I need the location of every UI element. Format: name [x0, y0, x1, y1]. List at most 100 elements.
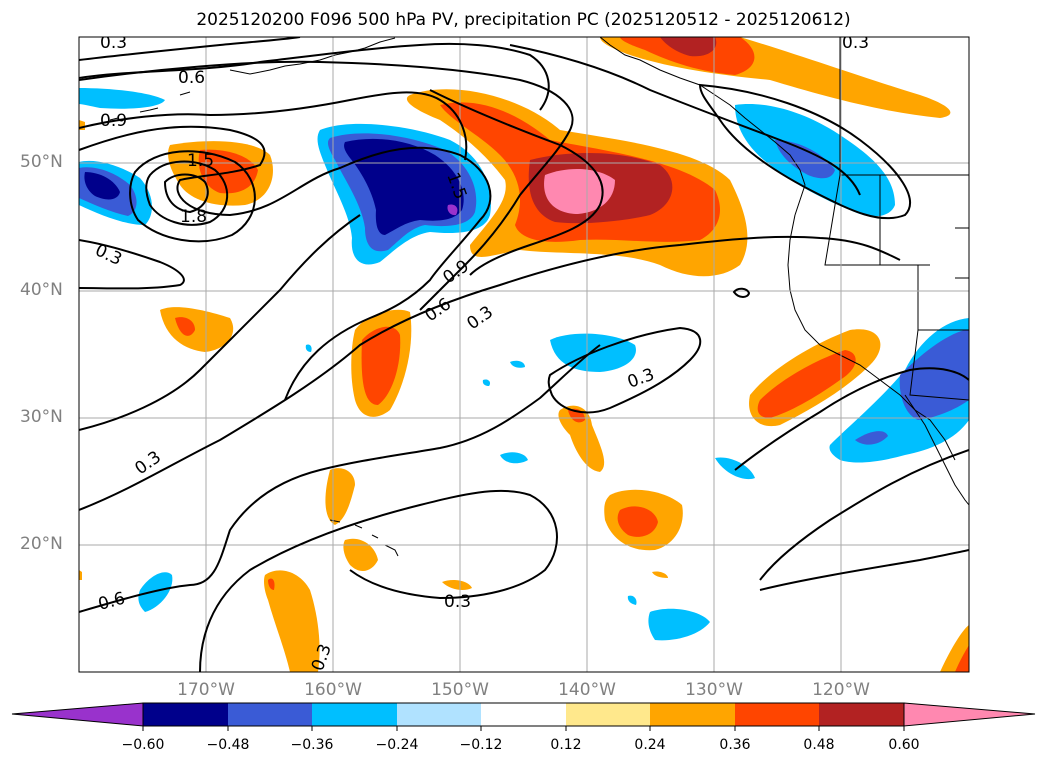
- pv-contour-bc-loop: [698, 83, 911, 220]
- lat-label-20n: 20°N: [20, 534, 63, 554]
- lon-label-170w: 170°W: [177, 680, 235, 700]
- graticule: [79, 37, 969, 672]
- shade-blue-tiny-4: [305, 344, 312, 352]
- colorbar-tick-label: −0.48: [206, 737, 250, 753]
- alaska-panhandle-coast: [599, 37, 806, 216]
- pv-contour-dateline-loop-2: [163, 173, 209, 214]
- pv-contour-0-3-east-loop: [547, 326, 702, 414]
- lon-label-130w: 130°W: [685, 680, 743, 700]
- shade-blue-sw: [138, 572, 173, 612]
- pv-contour-outer: [79, 60, 574, 311]
- shade-sw-edge: [79, 570, 82, 580]
- pv-contour-0-3-south: [79, 235, 901, 511]
- hawaii-islands: [329, 519, 399, 557]
- pv-contour-nw-0-3: [79, 37, 301, 61]
- colorbar-bin-8: [735, 703, 819, 726]
- colorbar-tick-label: 0.36: [719, 737, 751, 753]
- shade-blue-west-dark: [84, 172, 120, 200]
- shade-blue-nw-edge: [79, 88, 165, 109]
- colorbar-bin-3: [312, 703, 397, 726]
- lon-label-120w: 120°W: [812, 680, 870, 700]
- pv-contour-small-circle: [732, 287, 751, 298]
- lat-label-40n: 40°N: [20, 280, 63, 300]
- colorbar-tick-label: −0.36: [290, 737, 334, 753]
- contour-label-12: 0.3: [444, 592, 471, 612]
- colorbar-tick-label: 0.12: [550, 737, 582, 753]
- colorbar-low-extension: [11, 702, 144, 727]
- colorbar-tick-label: 0.24: [634, 737, 666, 753]
- colorbar-bin-6: [566, 703, 650, 726]
- pv-contour-0-6-north: [79, 42, 550, 111]
- contour-label-3: 0.9: [100, 111, 127, 131]
- shade-blue-tiny-5: [482, 379, 491, 386]
- pv-contour-0-3-mid: [79, 214, 361, 431]
- contour-label-4: 1.5: [187, 151, 214, 171]
- shade-blue-tiny-3: [627, 595, 637, 605]
- pacific-nw-coast: [787, 214, 969, 506]
- pv-contour-dateline-loop-3: [129, 150, 256, 243]
- shade-socal-band-red: [757, 350, 856, 418]
- colorbar-bin-4: [397, 703, 481, 726]
- colorbar: [11, 702, 1036, 731]
- pv-contours: [79, 37, 969, 672]
- shade-se-corner-red: [955, 645, 969, 672]
- baja-coast: [904, 394, 956, 461]
- shade-hawaii-east-red: [617, 506, 658, 537]
- shade-south-west: [264, 570, 320, 672]
- map-frame: [78, 36, 970, 673]
- colorbar-bin-9: [819, 703, 904, 726]
- shade-gulf-alaska-pink: [544, 168, 615, 214]
- colorbar-bin-7: [650, 703, 735, 726]
- shade-subtropical-jet-red: [361, 326, 401, 405]
- precip-positive-shading: [79, 37, 969, 672]
- shade-west-small-red: [175, 317, 195, 336]
- pv-contour-0-9-north: [79, 91, 468, 161]
- shade-blue-main-purple: [447, 204, 458, 216]
- contour-label-1: 0.3: [100, 33, 127, 53]
- shade-blue-south: [648, 608, 710, 641]
- contour-label-2: 0.6: [178, 68, 205, 88]
- colorbar-high-extension: [903, 702, 1036, 727]
- shade-blue-socal-mid: [899, 330, 969, 420]
- shade-blue-socal-mid2: [855, 431, 888, 445]
- lat-label-50n: 50°N: [20, 152, 63, 172]
- colorbar-tick-label: −0.24: [375, 737, 419, 753]
- colorbar-frame: [142, 702, 905, 727]
- colorbar-bin-2: [228, 703, 312, 726]
- pv-contour-gulf-2: [509, 44, 861, 196]
- pv-contour-bottom-right: [759, 549, 969, 591]
- shade-blue-bc-mid: [775, 140, 835, 179]
- lat-label-30n: 30°N: [20, 407, 63, 427]
- map-title: 2025120200 F096 500 hPa PV, precipitatio…: [196, 10, 851, 30]
- colorbar-tick-label: −0.12: [459, 737, 503, 753]
- pv-contour-southeast: [759, 449, 969, 581]
- pv-contour-main-trough: [79, 125, 492, 401]
- colorbar-bin-5: [481, 703, 566, 726]
- colorbar-tick-label: 0.60: [888, 737, 920, 753]
- contour-label-14: 0.3: [842, 33, 869, 53]
- lon-label-140w: 140°W: [558, 680, 616, 700]
- coastlines: [109, 37, 969, 557]
- colorbar-tick-label: 0.48: [803, 737, 835, 753]
- shade-hawaii-west-2: [343, 538, 378, 572]
- lon-label-150w: 150°W: [431, 680, 489, 700]
- shade-central-small: [558, 405, 605, 472]
- pv-contour-gulf-1: [429, 89, 604, 276]
- shade-blue-hawaii-ne: [715, 457, 755, 480]
- contour-label-5: 1.8: [180, 207, 207, 227]
- pv-contour-0-3-subtrop: [199, 489, 558, 672]
- state-borders: [824, 37, 969, 401]
- pv-contour-0-3-west: [79, 239, 185, 290]
- shade-bc-coast-darkred: [660, 37, 717, 57]
- colorbar-bin-1: [143, 703, 228, 726]
- shade-south-tiny-1: [442, 580, 472, 590]
- shade-south-tiny-2: [652, 571, 668, 578]
- shade-blue-tiny-1: [500, 452, 528, 464]
- shade-blue-tiny-2: [510, 360, 525, 368]
- pv-contour-0-6-south: [79, 344, 601, 613]
- aleutian-islands: [109, 37, 396, 121]
- colorbar-tick-label: −0.60: [121, 737, 165, 753]
- pv-contour-socal: [734, 367, 969, 471]
- pv-contour-dateline-loop-1: [145, 160, 229, 226]
